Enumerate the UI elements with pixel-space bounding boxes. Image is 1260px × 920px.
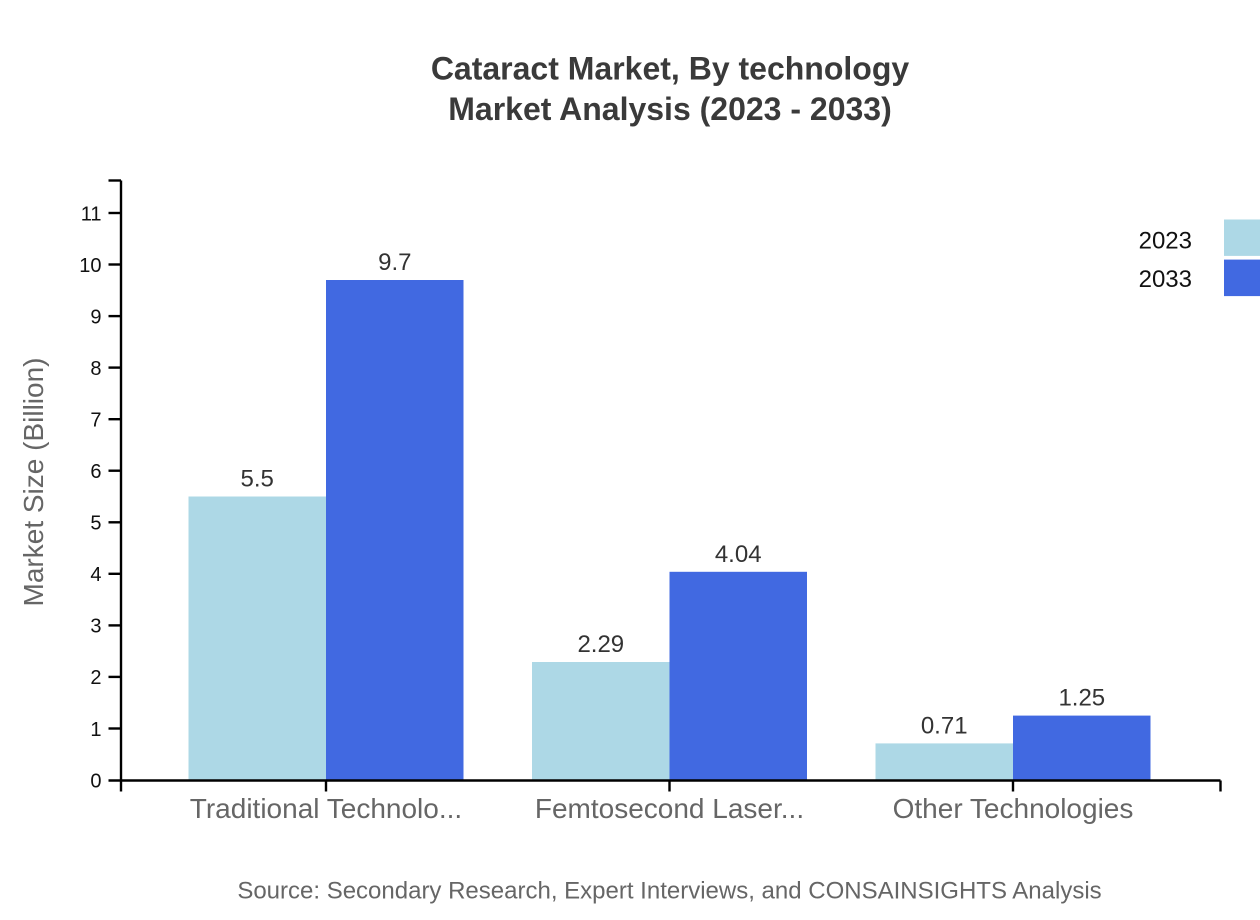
svg-text:Source: Secondary Research, Ex: Source: Secondary Research, Expert Inter… xyxy=(237,878,1101,905)
svg-text:10: 10 xyxy=(79,255,101,277)
svg-text:9: 9 xyxy=(90,306,101,328)
svg-text:Traditional Technolo...: Traditional Technolo... xyxy=(190,793,462,824)
svg-text:9.7: 9.7 xyxy=(378,249,411,276)
svg-text:2033: 2033 xyxy=(1139,266,1192,293)
svg-text:3: 3 xyxy=(90,616,101,638)
svg-text:11: 11 xyxy=(81,203,102,225)
svg-text:Other Technologies: Other Technologies xyxy=(893,793,1134,824)
svg-text:0: 0 xyxy=(90,770,101,792)
svg-text:5.5: 5.5 xyxy=(241,466,274,493)
svg-text:2.29: 2.29 xyxy=(577,631,624,658)
svg-text:1.25: 1.25 xyxy=(1058,685,1105,712)
svg-text:2023: 2023 xyxy=(1139,228,1192,255)
svg-text:1: 1 xyxy=(90,719,101,741)
svg-text:8: 8 xyxy=(90,358,101,380)
svg-text:4.04: 4.04 xyxy=(715,541,762,568)
svg-text:7: 7 xyxy=(90,410,101,432)
svg-text:Market Analysis (2023 - 2033): Market Analysis (2023 - 2033) xyxy=(448,91,892,127)
svg-text:2: 2 xyxy=(90,667,101,689)
svg-text:4: 4 xyxy=(90,564,101,586)
svg-text:5: 5 xyxy=(90,513,101,535)
svg-text:Cataract Market, By technology: Cataract Market, By technology xyxy=(431,50,910,86)
svg-text:6: 6 xyxy=(90,461,101,483)
svg-text:Market Size (Billion): Market Size (Billion) xyxy=(18,358,49,607)
svg-text:Femtosecond Laser...: Femtosecond Laser... xyxy=(535,793,804,824)
svg-text:0.71: 0.71 xyxy=(921,712,968,739)
